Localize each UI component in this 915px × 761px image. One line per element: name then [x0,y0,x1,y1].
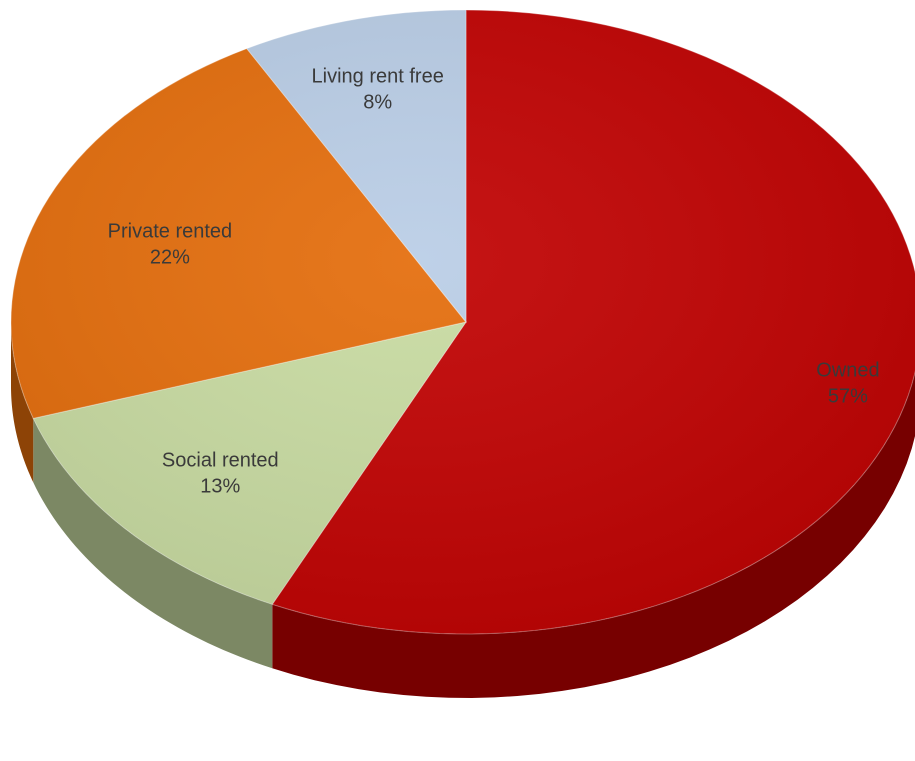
data-label-social-rented: Social rented 13% [162,450,279,498]
data-label-value: 57% [828,386,868,408]
data-label-private-rented: Private rented 22% [108,221,233,269]
pie-tops [10,9,915,635]
data-label-value: 8% [363,91,392,113]
data-label-name: Private rented [108,221,233,243]
pie-labels: Owned 57% Social rented 13% Private rented 22… [108,65,880,497]
data-label-value: 22% [150,247,190,269]
data-label-living-rent-free: Living rent free 8% [312,65,444,113]
data-label-name: Living rent free [312,65,444,87]
data-label-name: Owned [816,360,879,382]
data-label-name: Social rented [162,450,279,472]
data-label-value: 13% [200,476,240,498]
data-label-owned: Owned 57% [816,360,879,408]
